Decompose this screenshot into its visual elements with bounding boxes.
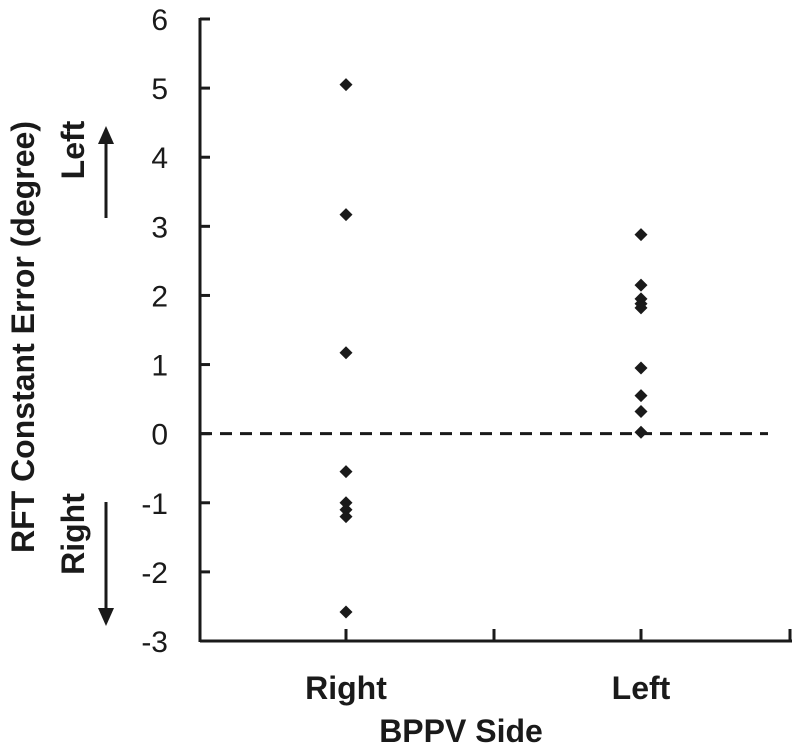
x-category-label: Right [305,670,387,706]
data-point-diamond [634,389,648,403]
direction-up-label: Left [55,120,91,179]
y-tick-label: 1 [151,350,168,383]
data-point-diamond [339,465,353,479]
data-point-diamond [339,510,353,524]
data-points [339,78,648,619]
data-point-diamond [634,405,648,419]
y-tick-label: 2 [151,280,168,313]
data-point-diamond [634,425,648,439]
down-arrowhead-icon [98,608,114,626]
y-tick-label: 4 [151,142,168,175]
y-tick-label: 3 [151,211,168,244]
y-ticks: 6 5 4 3 2 1 0 -1 -2 -3 [141,4,210,659]
y-tick-label: 6 [151,4,168,37]
up-arrowhead-icon [98,126,114,144]
data-point-diamond [339,503,353,517]
data-point-diamond [634,361,648,375]
data-point-diamond [634,278,648,292]
data-point-diamond [339,605,353,619]
y-tick-label: -1 [141,488,168,521]
data-point-diamond [634,228,648,242]
data-point-diamond [339,208,353,222]
direction-down-indicator: Right [55,493,114,626]
y-axis-title: RFT Constant Error (degree) [5,121,41,553]
x-category-label: Left [612,670,671,706]
direction-down-label: Right [55,493,91,575]
data-point-diamond [339,496,353,510]
x-ticks: Right Left [305,629,792,706]
data-point-diamond [634,301,648,315]
y-tick-label: -3 [141,626,168,659]
data-point-diamond [339,346,353,360]
data-point-diamond [339,78,353,92]
direction-up-indicator: Left [55,120,114,218]
y-tick-label: -2 [141,557,168,590]
x-axis-title: BPPV Side [379,713,543,749]
y-tick-label: 0 [151,419,168,452]
y-tick-label: 5 [151,73,168,106]
